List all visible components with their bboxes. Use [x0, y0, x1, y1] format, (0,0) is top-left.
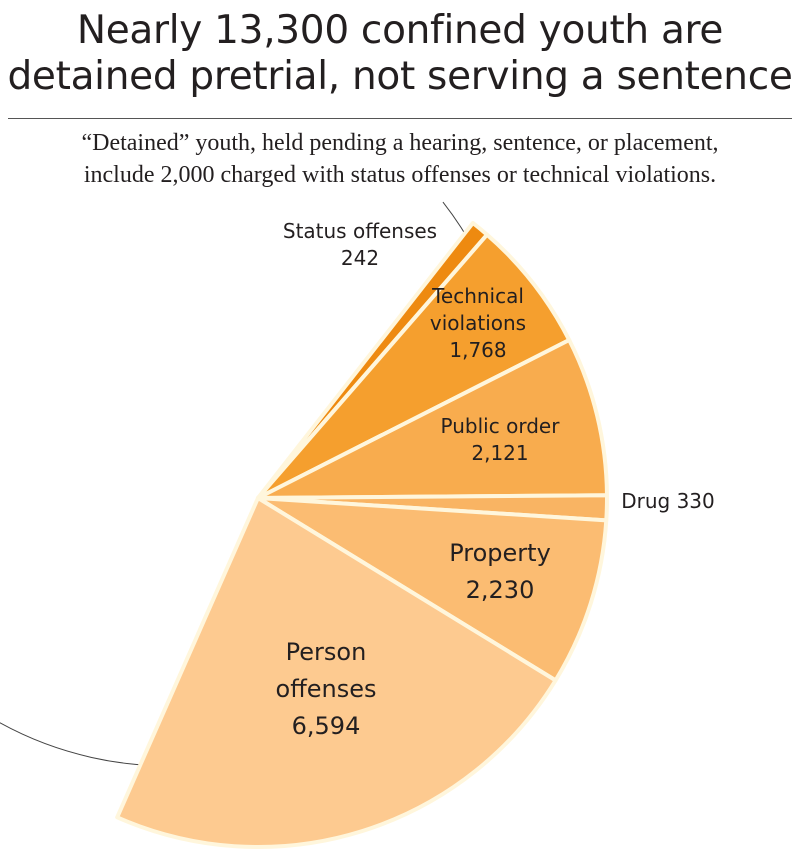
slice-label-technical-violations: Technical violations 1,768	[430, 284, 526, 362]
title-line-2: detained pretrial, not serving a sentenc…	[7, 54, 793, 99]
pie-slice-person-offenses	[115, 496, 558, 849]
title-divider	[8, 118, 792, 119]
slice-value: 242	[341, 246, 379, 270]
pie-slice-property	[256, 496, 609, 683]
slice-label-property: Property 2,230	[449, 539, 551, 604]
slice-value: 6,594	[292, 712, 361, 740]
slice-name: Status offenses	[283, 219, 437, 243]
slice-label-public-order: Public order 2,121	[441, 414, 561, 465]
slice-label-person-offenses: Person offenses 6,594	[276, 638, 377, 740]
title-line-1: Nearly 13,300 confined youth are	[76, 8, 724, 53]
chart-title: Nearly 13,300 confined youth are detaine…	[0, 8, 800, 100]
pie-slice-technical-violations	[256, 232, 572, 500]
chart-subtitle: “Detained” youth, held pending a hearing…	[0, 127, 800, 191]
subtitle-line-2: include 2,000 charged with status offens…	[83, 162, 717, 188]
slice-value: 1,768	[449, 338, 506, 362]
subtitle-line-1: “Detained” youth, held pending a hearing…	[81, 130, 719, 156]
slice-name: violations	[430, 311, 526, 335]
slice-label-status-offenses: Status offenses 242	[283, 219, 437, 270]
slice-name: Property	[449, 539, 551, 567]
slice-value: 2,121	[471, 441, 528, 465]
slice-name: Public order	[441, 414, 561, 438]
slice-name: Technical	[431, 284, 524, 308]
pie-slice-public-order	[256, 338, 609, 500]
slice-name: Drug 330	[621, 489, 715, 513]
slice-name: Person	[286, 638, 367, 666]
slice-label-drug: Drug 330	[621, 489, 715, 513]
slice-name: offenses	[276, 675, 377, 703]
slice-value: 2,230	[466, 576, 535, 604]
